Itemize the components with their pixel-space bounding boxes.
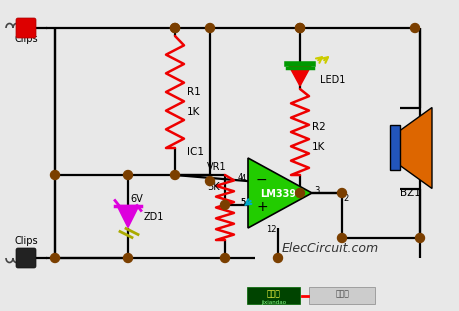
Polygon shape [117,206,139,228]
Text: R1: R1 [187,87,200,97]
Circle shape [220,253,229,262]
Text: ZD1: ZD1 [144,212,164,222]
Text: 12: 12 [265,225,276,234]
Circle shape [295,24,304,33]
FancyBboxPatch shape [16,248,36,268]
Text: BZ1: BZ1 [399,188,420,197]
Text: 2: 2 [342,194,347,203]
Circle shape [50,170,59,179]
Text: Clips: Clips [14,34,38,44]
Circle shape [170,24,179,33]
Circle shape [337,234,346,243]
Text: 技能岛: 技能岛 [267,289,280,298]
Text: 1K: 1K [187,107,200,117]
Text: Clips: Clips [14,236,38,246]
Text: ElecCircuit.com: ElecCircuit.com [281,242,378,254]
Text: 5: 5 [240,198,246,207]
Text: 5K: 5K [207,182,219,192]
Circle shape [50,253,59,262]
Circle shape [414,234,424,243]
Circle shape [337,188,346,197]
Circle shape [205,177,214,186]
Text: 1K: 1K [311,142,325,152]
Circle shape [123,170,132,179]
FancyBboxPatch shape [247,286,300,304]
Circle shape [220,200,229,209]
Text: IC1: IC1 [187,147,203,157]
Text: 4: 4 [240,174,246,183]
Circle shape [170,24,179,33]
Circle shape [123,253,132,262]
Circle shape [170,170,179,179]
Polygon shape [287,64,311,86]
Text: LED1: LED1 [319,75,345,85]
Text: −: − [256,173,267,187]
Polygon shape [399,108,431,188]
Text: +: + [256,200,267,214]
Text: 5: 5 [240,198,246,207]
FancyBboxPatch shape [16,18,36,38]
Text: R2: R2 [311,122,325,132]
FancyBboxPatch shape [309,286,375,304]
Text: LM339: LM339 [259,189,296,199]
Circle shape [205,24,214,33]
Circle shape [409,24,419,33]
Text: jixiandao: jixiandao [261,300,286,305]
Text: VR1: VR1 [207,162,226,172]
Polygon shape [247,158,311,228]
Text: 图创至: 图创至 [336,289,349,298]
Text: 3: 3 [313,186,319,195]
Circle shape [295,24,304,33]
Text: 4: 4 [237,173,242,182]
Circle shape [273,253,282,262]
Text: 6V: 6V [130,194,142,205]
Bar [389,126,399,170]
Circle shape [295,188,304,197]
